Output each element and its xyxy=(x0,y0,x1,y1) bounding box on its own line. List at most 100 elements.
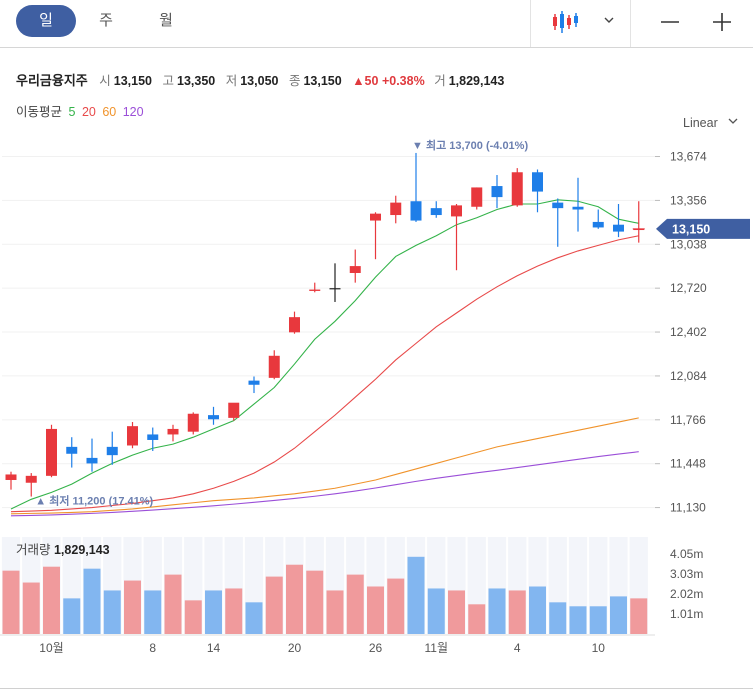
candle xyxy=(25,473,37,497)
change-value: ▲50 xyxy=(352,74,379,88)
volume-bar xyxy=(448,590,465,634)
high-label: 고 xyxy=(162,74,174,88)
candle xyxy=(613,203,624,238)
candle-body xyxy=(208,415,219,420)
candle xyxy=(511,168,523,207)
candle-body xyxy=(309,289,321,291)
ma-120-line xyxy=(10,451,639,517)
top-toolbar: 일 주 월 xyxy=(0,0,753,48)
volume-bar xyxy=(43,566,60,634)
open-value: 13,150 xyxy=(113,74,152,88)
volume-bar xyxy=(569,606,587,634)
candle-body xyxy=(167,428,179,435)
current-price-tag xyxy=(656,218,750,239)
volume-bar xyxy=(124,580,141,634)
x-tick-label: 11월 xyxy=(425,641,449,655)
volume-label: 거 xyxy=(434,74,446,88)
close-value: 13,150 xyxy=(303,74,342,88)
candle xyxy=(86,438,98,472)
volume-tick-label: 1.01m xyxy=(670,607,703,621)
ma-label: 이동평균 xyxy=(16,105,63,119)
max-price-annotation: ▼ 최고 13,700 (-4.01%) xyxy=(412,138,528,152)
volume-bar xyxy=(549,602,567,634)
ma-5-label[interactable]: 5 xyxy=(68,105,76,119)
candle-body xyxy=(5,474,17,480)
candle xyxy=(451,203,462,271)
volume-bar xyxy=(245,602,263,634)
candle xyxy=(167,424,179,442)
volume-bar xyxy=(144,590,162,634)
price-tick-label: 12,720 xyxy=(670,281,707,295)
volume-bar xyxy=(83,568,101,634)
candle xyxy=(532,169,543,213)
candle xyxy=(491,175,503,209)
tab-week[interactable]: 주 xyxy=(99,12,113,29)
volume-bar xyxy=(225,588,243,634)
stock-info-row: 우리금융지주 시 13,150 고 13,350 저 13,050 종 13,150 ▲… xyxy=(16,70,511,89)
volume-header: 거래량 1,829,143 xyxy=(16,543,110,557)
ma-5-line xyxy=(10,199,639,510)
candle-body xyxy=(370,213,381,221)
price-tick-label: 13,356 xyxy=(670,193,707,207)
candle xyxy=(390,195,402,224)
x-tick-label: 4 xyxy=(514,641,521,655)
candle xyxy=(370,212,381,260)
volume-bar xyxy=(326,590,344,634)
candle-body xyxy=(147,434,159,440)
candle-body xyxy=(248,380,260,385)
candle-body xyxy=(25,475,37,483)
x-tick-label: 14 xyxy=(207,641,221,655)
candle-body xyxy=(491,186,503,198)
candle xyxy=(430,201,442,218)
candle xyxy=(349,249,361,283)
chevron-down-icon xyxy=(728,118,738,124)
stock-name: 우리금융지주 xyxy=(16,73,88,88)
candle-body xyxy=(592,221,604,228)
candle-body xyxy=(268,355,280,378)
zoom-out-button[interactable] xyxy=(650,6,690,38)
candle xyxy=(268,350,280,380)
chart-type-button[interactable] xyxy=(540,6,590,38)
zoom-in-button[interactable] xyxy=(702,6,742,38)
ma-20-label[interactable]: 20 xyxy=(81,105,96,119)
volume-bar xyxy=(387,578,405,634)
x-tick-label: 10 xyxy=(592,641,606,655)
ma-120-label[interactable]: 120 xyxy=(122,105,144,119)
candle-body xyxy=(46,428,57,476)
candle-body xyxy=(228,402,240,418)
scale-dropdown[interactable]: Linear xyxy=(683,116,739,130)
x-tick-label: 20 xyxy=(288,641,302,655)
volume-tick-label: 4.05m xyxy=(670,547,703,561)
candlestick-icon xyxy=(553,11,578,33)
tab-month[interactable]: 월 xyxy=(159,12,173,29)
ma-60-line xyxy=(10,417,639,515)
low-label: 저 xyxy=(225,74,238,88)
tab-day[interactable]: 일 xyxy=(16,5,76,37)
toolbar-divider xyxy=(630,0,631,47)
ma-60-label[interactable]: 60 xyxy=(102,105,117,119)
volume-bar xyxy=(630,598,648,634)
bottom-divider xyxy=(0,688,753,689)
volume-bar xyxy=(589,606,607,634)
volume-bar xyxy=(427,588,445,634)
candle xyxy=(127,422,138,449)
candle xyxy=(592,209,604,229)
change-percent: +0.38% xyxy=(381,74,425,88)
high-value: 13,350 xyxy=(177,74,216,88)
x-tick-label: 26 xyxy=(369,641,383,655)
candle xyxy=(208,406,219,425)
candle xyxy=(187,412,199,435)
candle-body xyxy=(66,446,78,454)
volume-bar xyxy=(22,582,40,634)
candle xyxy=(471,187,483,210)
candle-body xyxy=(86,457,98,464)
volume-tick-label: 2.02m xyxy=(670,587,703,601)
price-tick-label: 11,766 xyxy=(670,413,706,427)
chart-type-dropdown[interactable] xyxy=(596,6,622,38)
x-tick-label: 8 xyxy=(149,641,156,655)
moving-average-legend: 이동평균 5 20 60 120 xyxy=(16,101,147,120)
current-price-label: 13,150 xyxy=(672,222,710,236)
candle xyxy=(66,437,78,468)
price-tick-label: 12,084 xyxy=(670,369,707,383)
